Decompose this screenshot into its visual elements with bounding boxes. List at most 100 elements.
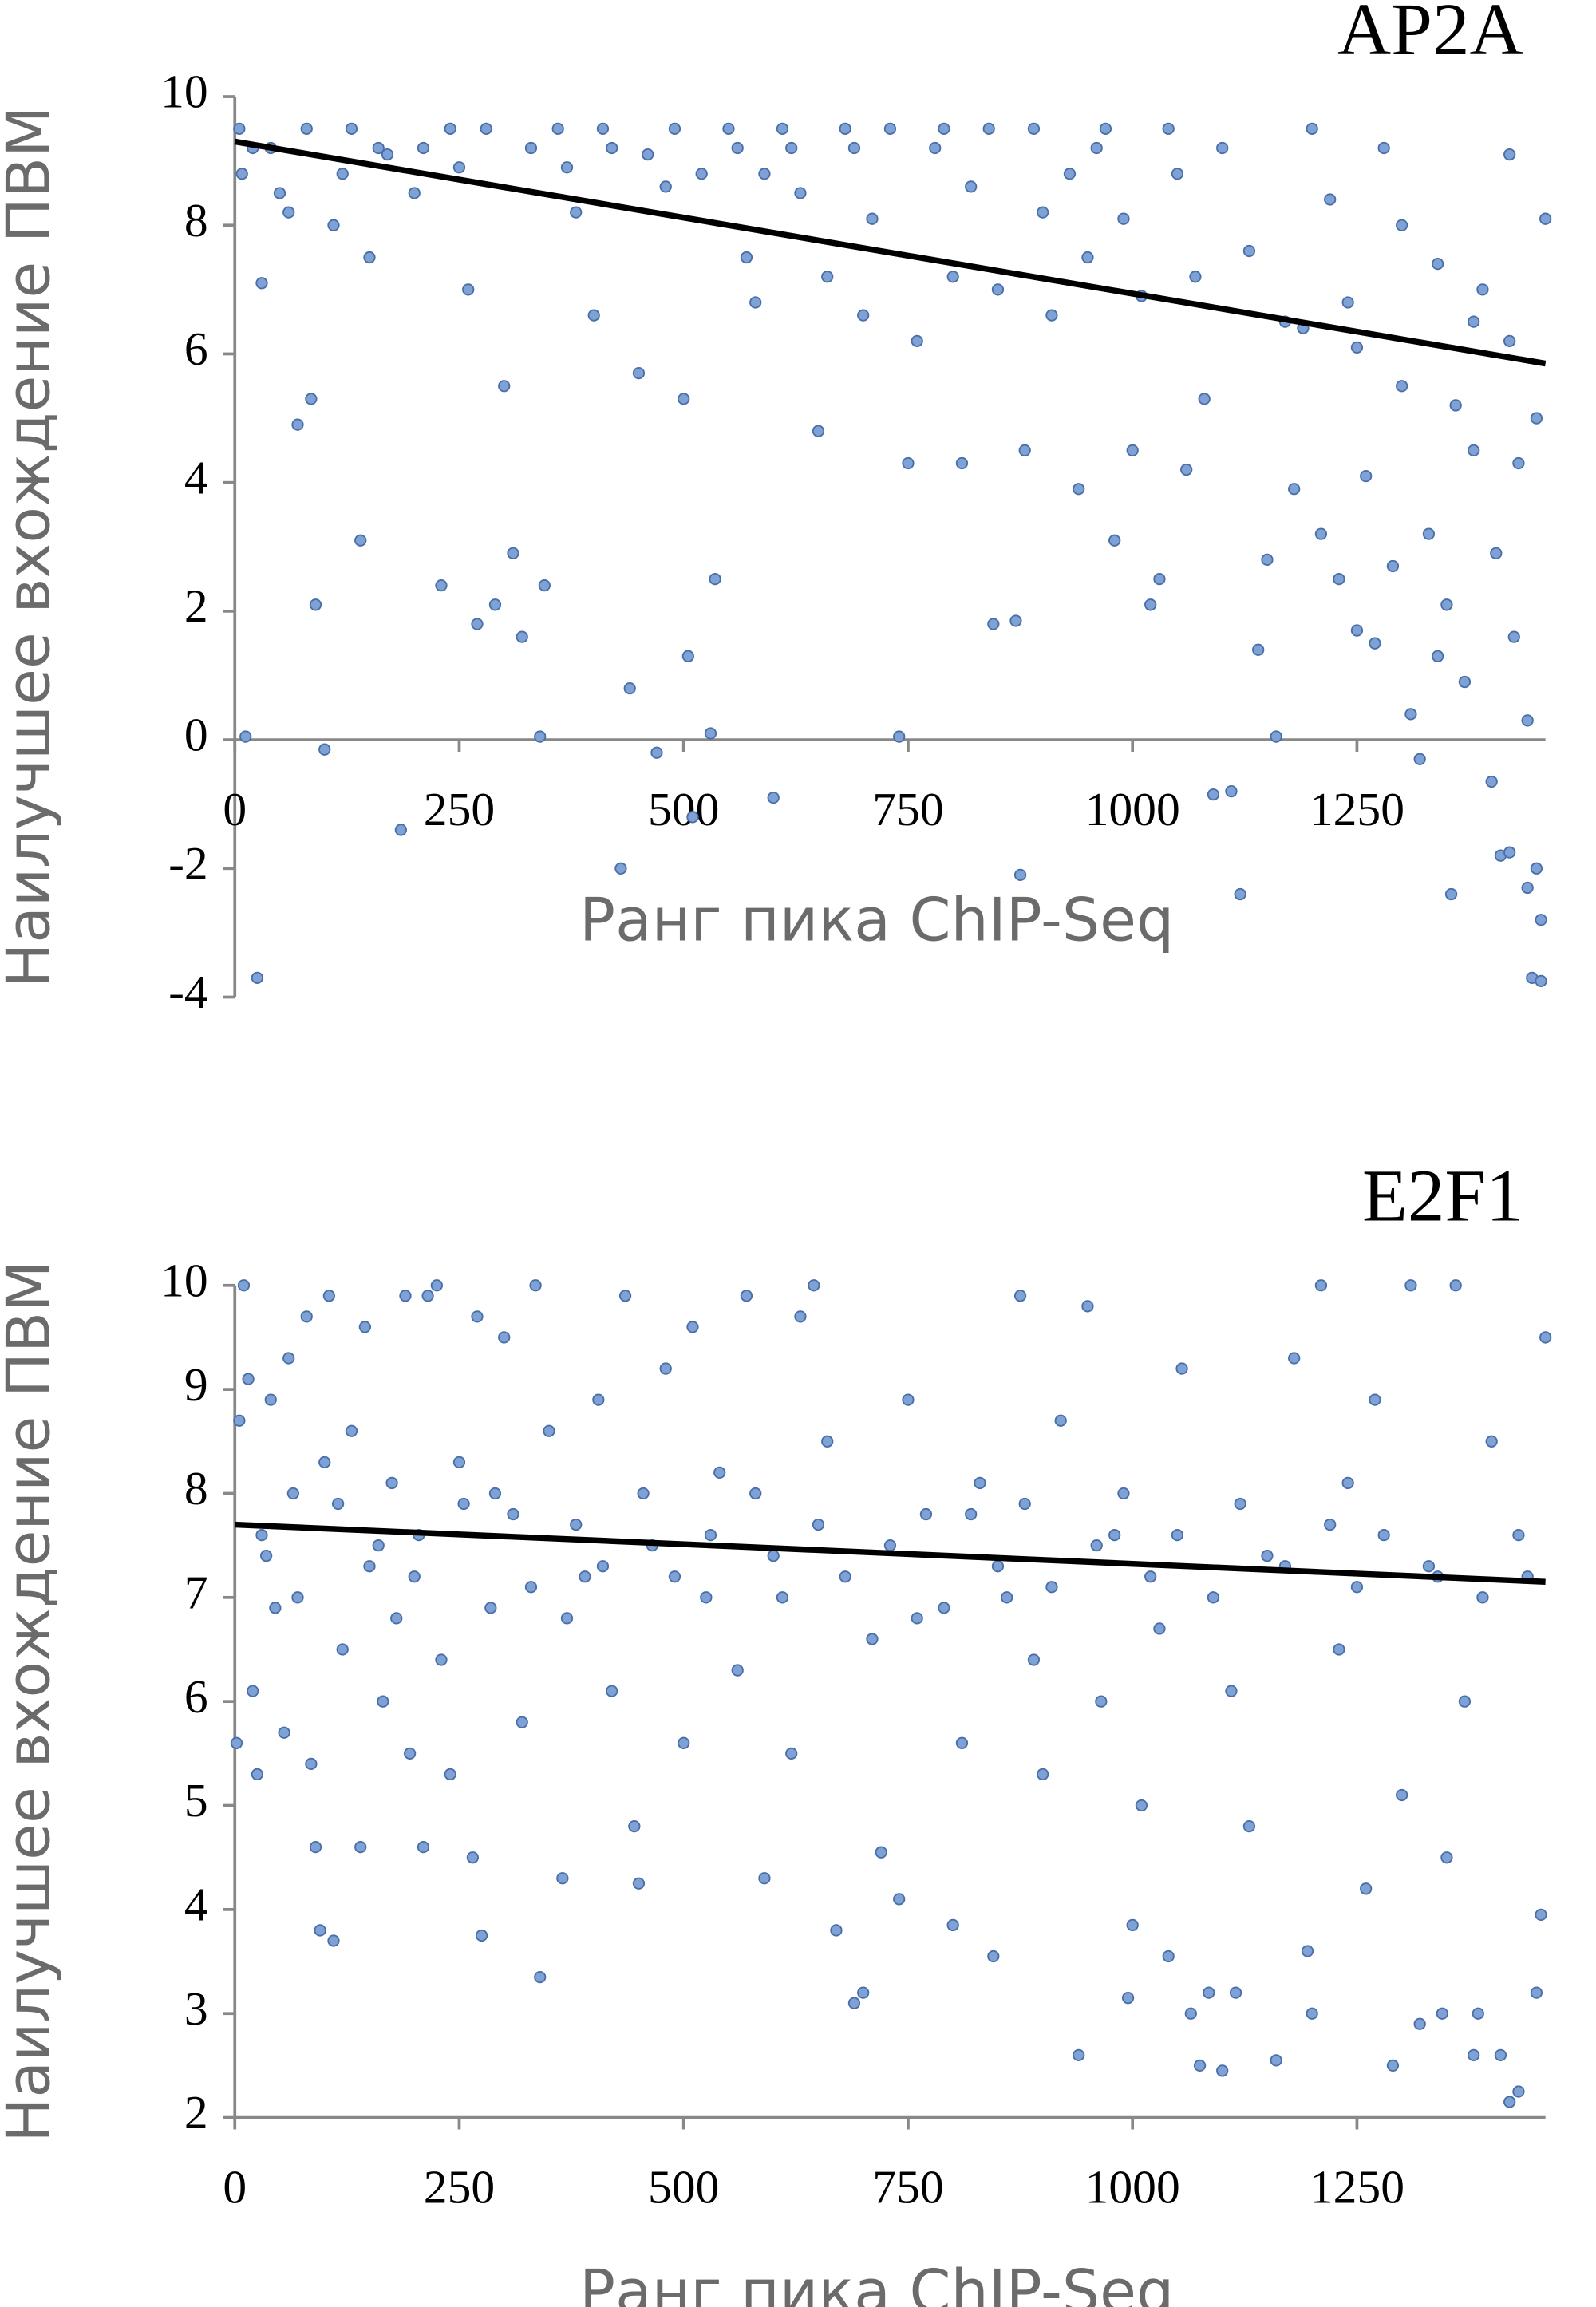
point (1535, 914, 1547, 926)
point (911, 334, 923, 347)
point (444, 122, 456, 135)
point (286, 1487, 299, 1500)
point (390, 1612, 403, 1625)
point (1270, 730, 1282, 743)
point (358, 1321, 371, 1333)
point (394, 824, 407, 836)
point (300, 122, 313, 135)
point (264, 1393, 277, 1406)
point (327, 219, 340, 231)
point (1503, 2096, 1516, 2108)
point (534, 1970, 547, 1984)
point (1203, 1986, 1215, 1999)
y-tick-label: 7 (184, 1566, 208, 1618)
y-tick-label: 2 (184, 2086, 208, 2139)
point (1422, 1560, 1436, 1573)
point (560, 161, 574, 174)
point (1225, 1685, 1238, 1697)
x-tick-label: 0 (223, 783, 247, 835)
point (1436, 2007, 1448, 2020)
point (278, 1726, 290, 1739)
point (421, 1290, 434, 1302)
y-tick-label: 3 (184, 1982, 208, 2035)
point (1512, 1528, 1525, 1542)
point (385, 1476, 398, 1490)
point (1468, 315, 1480, 328)
point (1449, 1279, 1462, 1292)
point (336, 1643, 349, 1656)
point (1073, 483, 1085, 496)
point (592, 1393, 605, 1406)
point (1189, 271, 1202, 283)
point (1494, 2048, 1507, 2061)
point (955, 456, 969, 470)
point (305, 393, 318, 405)
point (955, 1736, 969, 1749)
point (1404, 1279, 1417, 1292)
point (637, 1487, 650, 1500)
point (435, 579, 448, 592)
point (596, 122, 610, 135)
point (1350, 624, 1364, 637)
x-tick-label: 500 (648, 783, 719, 835)
point (1001, 1591, 1013, 1604)
point (498, 380, 511, 393)
point (618, 1290, 632, 1302)
point (1216, 2064, 1229, 2077)
x-tick-label: 250 (424, 783, 495, 835)
point (974, 1476, 986, 1490)
y-axis-label: Наилучшее вхождение ПВМ (0, 1261, 64, 2143)
point (1432, 650, 1444, 662)
point (239, 730, 252, 743)
point (430, 1279, 443, 1292)
point (700, 1591, 713, 1604)
point (233, 122, 246, 135)
point (1144, 1570, 1157, 1583)
point (516, 1716, 528, 1728)
point (1449, 399, 1462, 412)
point (372, 141, 385, 155)
point (1535, 974, 1547, 987)
point (435, 1653, 448, 1666)
point (704, 1528, 717, 1542)
point (1413, 753, 1426, 765)
x-tick-label: 0 (223, 2160, 247, 2213)
y-tick-label: 4 (184, 1878, 208, 1931)
point (1009, 614, 1022, 627)
point (965, 180, 978, 193)
point (1207, 788, 1220, 801)
point (1027, 122, 1041, 135)
y-tick-label: 0 (184, 709, 208, 761)
point (452, 161, 466, 174)
point (417, 141, 430, 155)
point (1095, 1695, 1108, 1708)
point (893, 730, 906, 743)
point (1369, 1393, 1381, 1406)
point (857, 309, 870, 322)
point (480, 122, 492, 135)
point (1530, 412, 1543, 425)
point (938, 122, 950, 135)
point (1121, 1992, 1135, 2005)
point (524, 1581, 538, 1594)
point (686, 811, 699, 824)
point (1081, 1300, 1094, 1313)
point (291, 418, 304, 431)
point (488, 1487, 502, 1500)
point (1198, 393, 1211, 405)
y-tick-label: 10 (160, 1254, 208, 1306)
point (902, 1393, 915, 1406)
point (538, 579, 551, 592)
point (866, 1633, 879, 1645)
point (668, 1570, 681, 1583)
point (1396, 1788, 1408, 1802)
point (318, 1456, 331, 1468)
point (812, 1518, 825, 1531)
point (305, 1757, 318, 1771)
point (821, 1435, 834, 1448)
point (812, 425, 825, 437)
point (1099, 122, 1112, 135)
point (444, 1768, 456, 1781)
point (839, 122, 851, 135)
point (659, 180, 672, 193)
